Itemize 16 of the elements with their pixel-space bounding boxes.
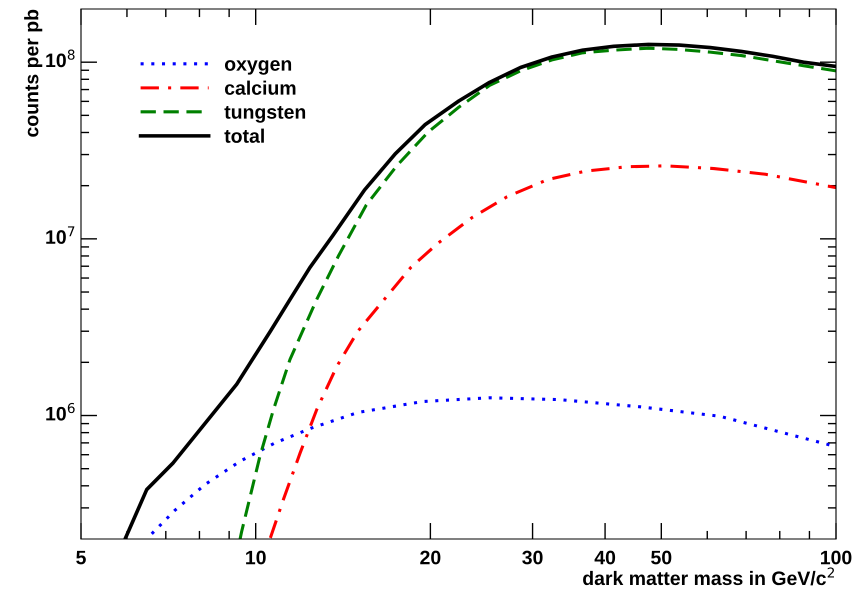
x-tick-label: 40: [594, 550, 616, 564]
y-tick-label: 10$^{7}$: [46, 226, 74, 244]
y-tick-label: 10$^{6}$: [46, 402, 75, 421]
x-tick-label: 30: [522, 550, 543, 564]
y-axis-title: counts per pb: [24, 10, 42, 137]
x-tick-label: 100: [821, 550, 852, 564]
x-tick-label: 20: [420, 550, 440, 564]
legend-label: total: [224, 128, 264, 143]
x-tick-label: 50: [651, 550, 672, 564]
x-tick-label: 5: [76, 550, 86, 564]
legend-label: calcium: [224, 80, 296, 95]
x-tick-label: 10: [246, 550, 266, 564]
x-axis-title: dark matter mass in GeV/c$^{2}$: [583, 567, 834, 586]
y-tick-label: 10$^{8}$: [46, 50, 75, 68]
legend-label: tungsten: [224, 106, 306, 123]
legend-label: oxygen: [224, 60, 292, 75]
